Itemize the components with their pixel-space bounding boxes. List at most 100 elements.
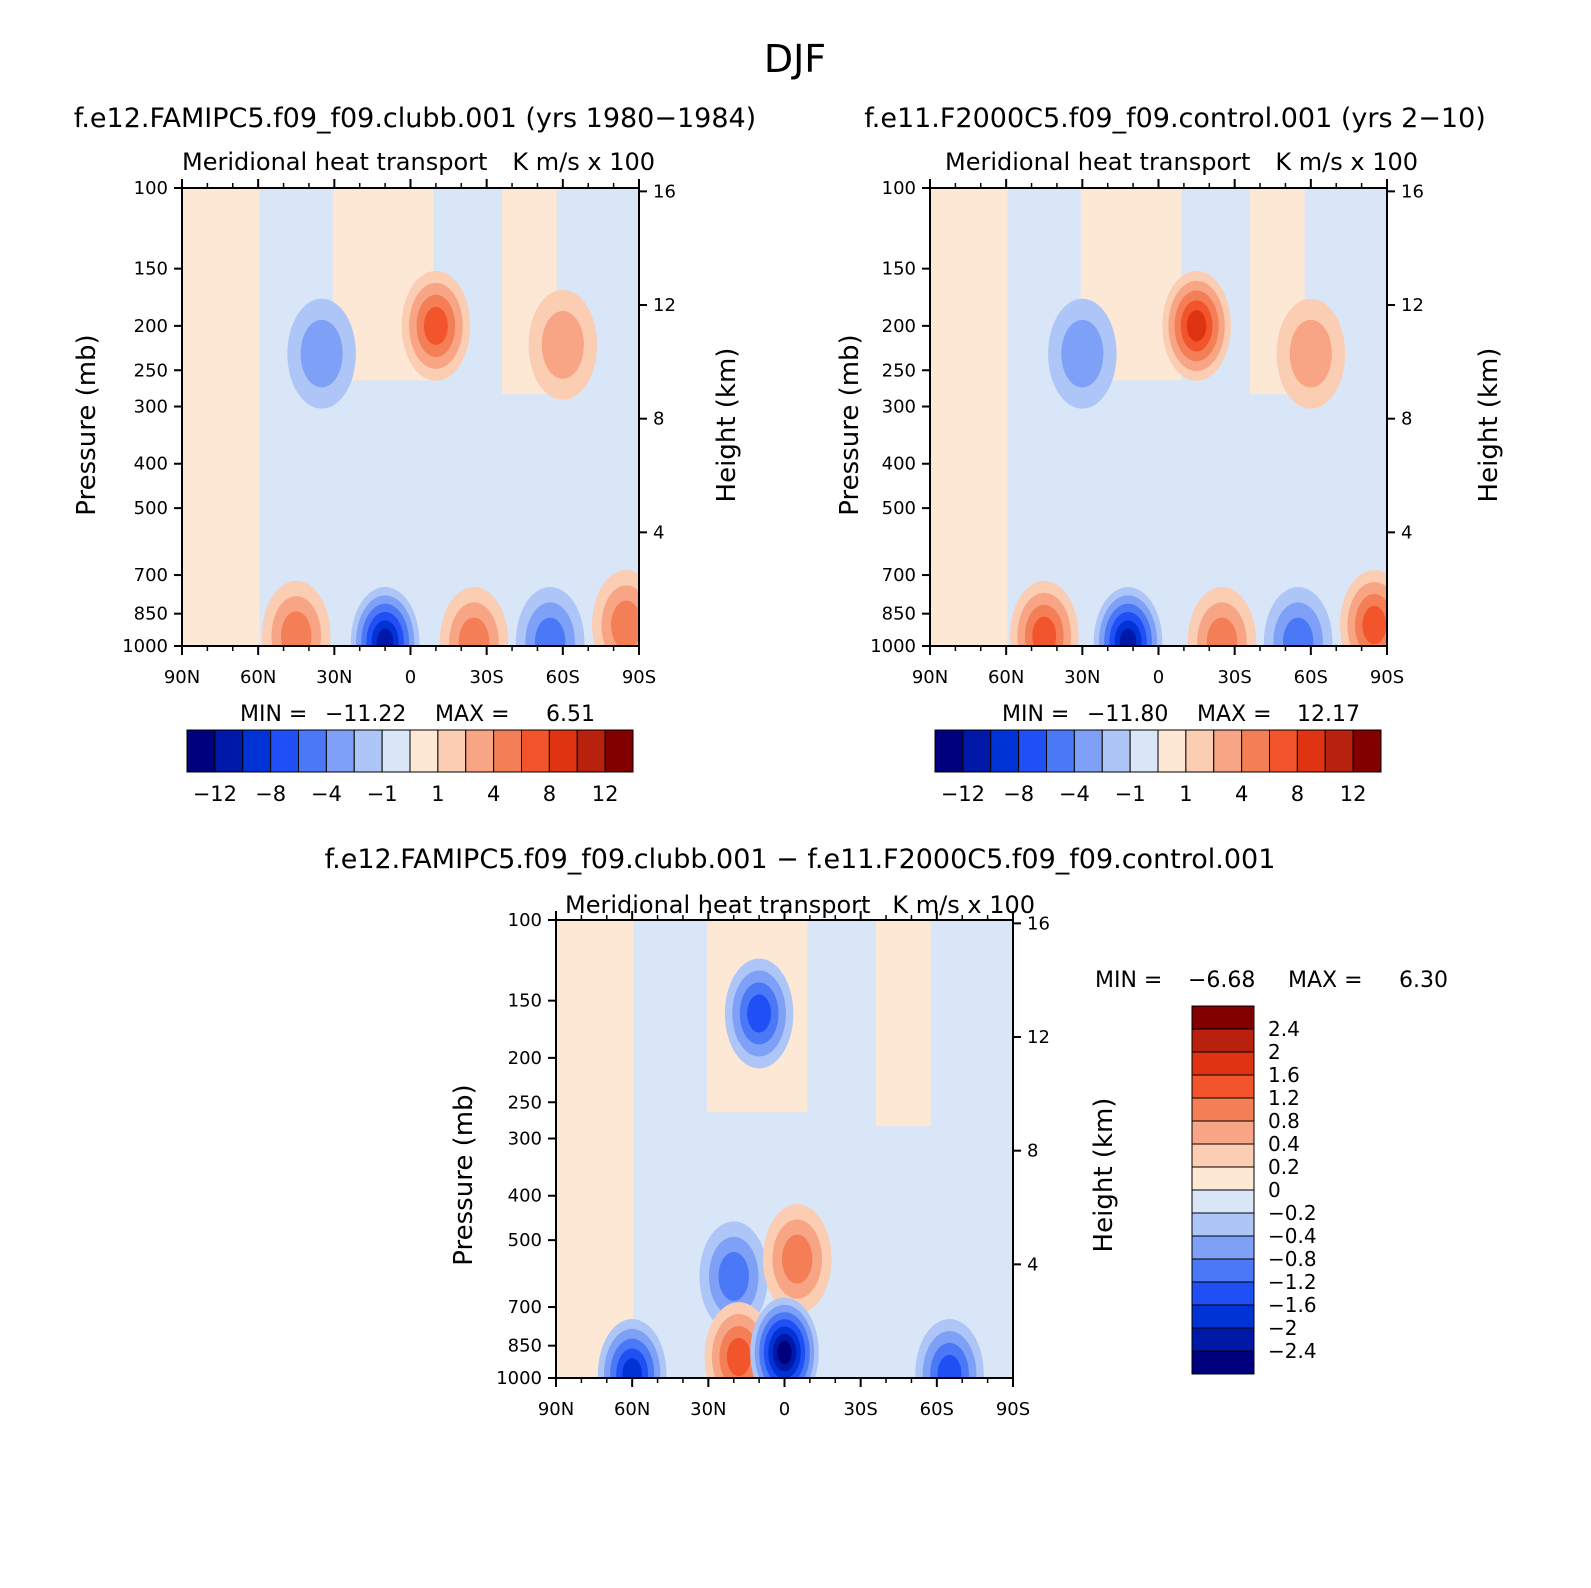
y-right-tick-label: 12 [653, 295, 676, 316]
colorbar-box [1191, 1120, 1255, 1145]
x-tick-label: 90N [912, 667, 948, 688]
x-tick-label: 0 [779, 1399, 790, 1420]
colorbar-box [1241, 729, 1270, 773]
colorbar-label: 1.2 [1268, 1086, 1300, 1110]
panel-3-max-value: 6.30 [1399, 968, 1448, 993]
colorbar-label: 0.4 [1268, 1132, 1300, 1156]
colorbar-box [353, 729, 383, 773]
colorbar-box [1101, 729, 1131, 773]
colorbar-box [1191, 1051, 1255, 1076]
x-tick-label: 90N [164, 667, 200, 688]
panel-3-title: Meridional heat transport [565, 891, 870, 919]
x-tick-label: 30N [316, 667, 352, 688]
contour-feature [718, 1251, 749, 1301]
panel-2-units: K m/s x 100 [1275, 148, 1418, 176]
colorbar-label: −2 [1268, 1316, 1297, 1340]
colorbar-box [1191, 1005, 1255, 1030]
colorbar-label: −1 [1115, 782, 1146, 806]
field-band-positive [930, 188, 1008, 646]
x-tick-label: 60N [988, 667, 1024, 688]
y-tick-label: 100 [508, 910, 542, 931]
y-right-tick-label: 12 [1027, 1027, 1050, 1048]
colorbar-label: −8 [255, 782, 286, 806]
colorbar-box [1191, 1143, 1255, 1168]
colorbar-box [465, 729, 495, 773]
contour-feature [376, 628, 394, 646]
colorbar-label: −4 [311, 782, 342, 806]
contour-feature [1119, 628, 1137, 646]
y-tick-label: 850 [134, 604, 168, 625]
x-tick-label: 90S [622, 667, 656, 688]
panel-2-ylabel: Pressure (mb) [835, 334, 865, 515]
colorbar-label: 0.8 [1268, 1109, 1300, 1133]
y-tick-label: 150 [508, 991, 542, 1012]
colorbar-label: −2.4 [1268, 1339, 1317, 1363]
colorbar-box [298, 729, 327, 773]
field-band-positive [556, 920, 634, 1378]
y-tick-label: 300 [134, 397, 168, 418]
y-tick-label: 500 [882, 498, 916, 519]
contour-feature [622, 1358, 642, 1378]
y-tick-label: 300 [882, 397, 916, 418]
contour-feature [777, 1341, 792, 1365]
colorbar-label: −1.2 [1268, 1270, 1317, 1294]
y-right-tick-label: 12 [1401, 295, 1424, 316]
colorbar-box [1324, 729, 1354, 773]
panel-2-contour-field [930, 188, 1387, 646]
y-tick-label: 700 [882, 565, 916, 586]
panel-2-header: f.e11.F2000C5.f09_f09.control.001 (yrs 2… [864, 103, 1486, 134]
y-right-tick-label: 8 [653, 409, 664, 430]
colorbar-label: −0.4 [1268, 1224, 1317, 1248]
x-tick-label: 30N [1064, 667, 1100, 688]
colorbar-label: 1.6 [1268, 1063, 1300, 1087]
y-right-tick-label: 16 [1401, 181, 1424, 202]
contour-feature [937, 1354, 962, 1378]
colorbar-label: −12 [193, 782, 237, 806]
contour-feature [1061, 319, 1104, 388]
field-band-positive [182, 188, 260, 646]
colorbar-label: −8 [1003, 782, 1034, 806]
colorbar-label: 4 [1235, 782, 1248, 806]
x-tick-label: 30S [1217, 667, 1251, 688]
contour-feature [611, 600, 639, 646]
colorbar-box [186, 729, 216, 773]
panel-1-max-value: 6.51 [546, 702, 595, 727]
y-tick-label: 1000 [496, 1368, 542, 1389]
panel-3-ylabel: Pressure (mb) [449, 1084, 479, 1265]
panel-1-max-label: MAX = [435, 702, 510, 727]
contour-feature [300, 319, 343, 388]
colorbar-box [1191, 1235, 1255, 1260]
colorbar-box [437, 729, 467, 773]
contour-feature [1186, 310, 1207, 342]
y-tick-label: 250 [508, 1092, 542, 1113]
colorbar-box [493, 729, 522, 773]
y-tick-label: 400 [882, 454, 916, 475]
panel-3-units: K m/s x 100 [892, 891, 1035, 919]
y-tick-label: 200 [134, 316, 168, 337]
y-tick-label: 700 [508, 1297, 542, 1318]
panel-1-contour-field [182, 188, 639, 646]
panel-1-colorbar: −12 −8 −4 −1 1 4 8 12 [186, 729, 634, 806]
colorbar-box [409, 729, 439, 773]
colorbar-box [1269, 729, 1298, 773]
panel-3-ylabel-right: Height (km) [1089, 1098, 1119, 1253]
field-band-positive [875, 920, 931, 1127]
y-tick-label: 300 [508, 1129, 542, 1150]
colorbar-box [1073, 729, 1103, 773]
colorbar-box [548, 729, 578, 773]
panel-1: f.e12.FAMIPC5.f09_f09.clubb.001 (yrs 198… [72, 103, 756, 806]
contour-feature [1032, 616, 1057, 646]
colorbar-box [521, 729, 550, 773]
y-tick-label: 1000 [122, 636, 168, 657]
contour-feature [747, 994, 772, 1033]
panel-1-min-label: MIN = [240, 702, 307, 727]
colorbar-label: −1 [367, 782, 398, 806]
panel-2-min-label: MIN = [1002, 702, 1069, 727]
panel-2-ylabel-right: Height (km) [1474, 348, 1504, 503]
y-tick-label: 200 [508, 1048, 542, 1069]
colorbar-box [1018, 729, 1047, 773]
x-tick-label: 60S [1294, 667, 1328, 688]
colorbar-box [1191, 1097, 1255, 1122]
colorbar-label: 2 [1268, 1040, 1281, 1064]
colorbar-label: −12 [941, 782, 985, 806]
